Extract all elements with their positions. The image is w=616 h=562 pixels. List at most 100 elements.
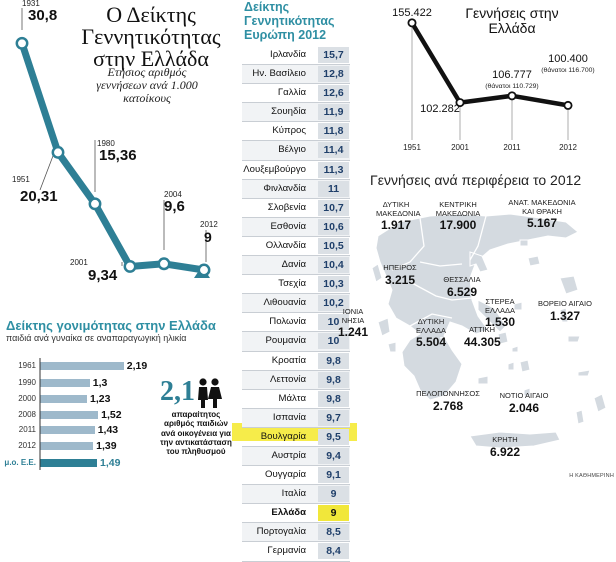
europe-country: Πολωνία (269, 316, 306, 328)
europe-value: 11,8 (318, 123, 349, 140)
map-mykonos (511, 345, 519, 353)
map-region-name: ΙΟΝΙΑ ΝΗΣΙΑ (341, 307, 365, 325)
europe-table: Ιρλανδία 15,7 Ην. Βασίλειο 12,8 Γαλλία 12,6 Σο… (242, 46, 350, 562)
europe-row: Εσθονία 10,6 (242, 217, 350, 237)
fertility-bar (40, 442, 94, 450)
map-region-name: ΠΕΛΟΠΟΝΝΗΣΟΣ (416, 389, 480, 398)
birthrate-year-label: 2001 (70, 258, 88, 267)
map-region-value: 6.922 (489, 444, 521, 459)
europe-value: 11,3 (318, 161, 349, 178)
europe-value: 10,4 (318, 257, 349, 274)
births-deaths-note: (θάνατοι 116.700) (541, 66, 594, 74)
birthrate-line (18, 42, 205, 274)
map-region-name: ΔΥΤΙΚΗ ΕΛΛΑΔΑ (415, 317, 447, 335)
map-region-name: ΘΕΣΣΑΛΙΑ (443, 275, 481, 284)
birthrate-year-label: 1931 (22, 0, 40, 8)
europe-value: 9 (318, 505, 349, 522)
europe-row: Ισπανία 9,7 (242, 408, 350, 428)
europe-value: 11 (318, 180, 349, 197)
callout-value: 2,1 (160, 376, 195, 407)
europe-value: 9,7 (318, 409, 349, 426)
births-point (407, 18, 417, 28)
map-corfu (371, 263, 383, 283)
map-limnos (527, 255, 541, 267)
europe-country: Ρουμανία (265, 335, 306, 347)
europe-row: Γαλλία 12,6 (242, 84, 350, 104)
births-year-label: 2001 (451, 143, 469, 152)
births-value-label: 100.400 (548, 53, 588, 65)
map-region-name: ΒΟΡΕΙΟ ΑΙΓΑΙΟ (538, 299, 592, 308)
europe-value: 9,8 (318, 390, 349, 407)
fertility-year: μ.ο. Ε.Ε. (4, 458, 36, 467)
map-region-name: ΗΠΕΙΡΟΣ (383, 263, 417, 272)
births-point (563, 100, 573, 110)
map-kefalonia (377, 317, 391, 337)
europe-value: 11,4 (318, 142, 349, 159)
map-region-label: ΝΟΤΙΟ ΑΙΓΑΙΟ 2.046 (496, 391, 552, 414)
fertility-value: 1,43 (97, 424, 119, 436)
map-region-label: ΚΡΗΤΗ 6.922 (485, 435, 525, 459)
birthrate-value-label: 9,34 (88, 267, 118, 284)
fertility-year: 2000 (18, 394, 36, 403)
births-value-label: 155.422 (392, 7, 432, 19)
map-kos (577, 369, 591, 377)
birthrate-point (15, 36, 29, 50)
birthrate-value-label: 30,8 (28, 7, 57, 24)
births-deaths-note: (θάνατοι 110.729) (485, 82, 538, 90)
map-region-value: 1.241 (338, 325, 369, 339)
births-point (455, 98, 465, 108)
europe-row: Φινλανδία 11 (242, 179, 350, 199)
map-region-value: 44.305 (464, 334, 501, 349)
birthrate-value-label: 20,31 (20, 188, 58, 205)
europe-country: Κροατία (271, 354, 306, 366)
fertility-value: 1,49 (100, 457, 121, 469)
credit: Η ΚΑΘΗΜΕΡΙΝΗ (569, 473, 614, 479)
fertility-bar (40, 459, 97, 467)
europe-row: Ιταλία 9 (242, 485, 350, 505)
map-region-name: ΔΥΤΙΚΗ ΜΑΚΕΔΟΝΙΑ (376, 200, 421, 218)
europe-row: Ιρλανδία 15,7 (242, 46, 350, 66)
europe-country: Αυστρία (271, 449, 307, 461)
map-region-value: 3.215 (384, 272, 416, 287)
europe-value: 9,1 (318, 467, 349, 484)
fertility-year: 1961 (18, 361, 36, 370)
callout-text: απαραίτητος αριθμός παιδιών ανά οικογένε… (160, 410, 232, 457)
europe-country: Μάλτα (278, 392, 306, 404)
fertility-value: 1,3 (92, 377, 108, 389)
fertility-value: 1,39 (96, 440, 117, 452)
birthrate-value-label: 15,36 (99, 147, 137, 164)
europe-value: 9,8 (318, 352, 349, 369)
map-region-label: ΒΟΡΕΙΟ ΑΙΓΑΙΟ 1.327 (535, 299, 595, 322)
map-region-name: ΑΝΑΤ. ΜΑΚΕΔΟΝΙΑ ΚΑΙ ΘΡΑΚΗ (508, 198, 576, 216)
europe-row: Βουλγαρία 9,5 (242, 428, 350, 447)
europe-value: 10,2 (318, 295, 349, 312)
europe-country: Ιρλανδία (270, 49, 306, 60)
europe-country: Σλοβενία (267, 201, 306, 213)
fertility-value: 1,23 (90, 393, 111, 405)
europe-row: Ρουμανία 10 (242, 332, 350, 352)
map-region-label: ΘΕΣΣΑΛΙΑ 6.529 (440, 275, 484, 298)
europe-country: Φινλανδία (263, 182, 306, 194)
birthrate-year-label: 1980 (97, 139, 115, 148)
europe-row: Αυστρία 9,4 (242, 446, 350, 467)
birthrate-title: Ο Δείκτης Γεννητικότητας στην Ελλάδα (81, 2, 221, 71)
birthrate-point (157, 257, 171, 271)
birthrate-year-label: 2004 (164, 190, 182, 199)
europe-value: 9,8 (318, 371, 349, 388)
fertility-bar (40, 395, 88, 403)
fertility-bar (40, 379, 90, 387)
map-chalkidiki (469, 251, 489, 273)
map-region-value: 2.768 (432, 398, 464, 413)
births-year-label: 2011 (503, 143, 521, 152)
europe-row: Λουξεμβούργο 11,3 (242, 161, 350, 180)
europe-value: 10 (318, 314, 349, 331)
map-samos (567, 335, 581, 343)
europe-country: Ελλάδα (271, 507, 306, 519)
europe-row: Λεττονία 9,8 (242, 370, 350, 390)
fertility-value: 1,52 (101, 409, 122, 421)
birthrate-year-label: 1951 (12, 175, 30, 184)
fertility-value: 2,19 (126, 360, 148, 372)
birthrate-panel: Ο Δείκτης Γεννητικότητας στην Ελλάδα Ετή… (0, 0, 232, 310)
europe-value: 9,4 (318, 447, 349, 464)
